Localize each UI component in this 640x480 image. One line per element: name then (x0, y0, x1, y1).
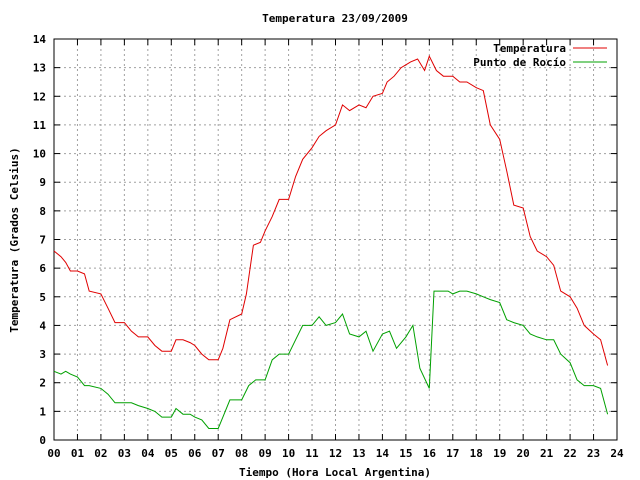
x-tick-label: 00 (47, 447, 60, 460)
y-tick-label: 4 (39, 319, 46, 332)
y-tick-label: 1 (39, 405, 46, 418)
y-tick-label: 8 (39, 205, 46, 218)
x-tick-label: 23 (587, 447, 600, 460)
series-lines (53, 54, 609, 429)
x-tick-label: 02 (94, 447, 107, 460)
x-tick-label: 05 (165, 447, 178, 460)
x-tick-label: 13 (352, 447, 365, 460)
y-axis-label: Temperatura (Grados Celsius) (8, 147, 21, 332)
x-tick-label: 20 (517, 447, 530, 460)
y-tick-label: 10 (33, 148, 46, 161)
y-tick-label: 12 (33, 90, 46, 103)
x-tick-label: 11 (305, 447, 319, 460)
y-tick-label: 6 (39, 262, 46, 275)
x-tick-label: 22 (563, 447, 576, 460)
legend-label: Temperatura (493, 42, 566, 55)
x-axis-ticks: 00 01 02 03 04 05 06 07 08 09 10 11 12 13 14 15 16 17 18 19… (47, 39, 624, 460)
y-tick-label: 7 (39, 234, 46, 247)
x-axis-label: Tiempo (Hora Local Argentina) (239, 466, 431, 479)
series-line-temperatura (53, 54, 609, 366)
chart-title: Temperatura 23/09/2009 (262, 12, 408, 25)
y-tick-label: 0 (39, 434, 46, 447)
x-tick-label: 06 (188, 447, 202, 460)
x-tick-label: 24 (610, 447, 624, 460)
y-tick-label: 2 (39, 377, 46, 390)
x-tick-label: 21 (540, 447, 554, 460)
grid-lines (54, 39, 617, 440)
x-tick-label: 19 (493, 447, 506, 460)
x-tick-label: 08 (235, 447, 248, 460)
x-tick-label: 12 (329, 447, 342, 460)
y-tick-label: 13 (33, 62, 46, 75)
x-tick-label: 17 (446, 447, 459, 460)
x-tick-label: 09 (259, 447, 272, 460)
y-tick-label: 14 (33, 33, 47, 46)
x-tick-label: 01 (71, 447, 85, 460)
y-tick-label: 9 (39, 176, 46, 189)
y-tick-label: 11 (33, 119, 47, 132)
y-tick-label: 3 (39, 348, 46, 361)
x-tick-label: 14 (376, 447, 390, 460)
x-tick-label: 15 (399, 447, 412, 460)
series-line-punto-de-rocio (53, 290, 609, 429)
x-tick-label: 03 (118, 447, 131, 460)
y-tick-label: 5 (39, 291, 46, 304)
x-tick-label: 16 (423, 447, 437, 460)
legend-label: Punto de Rocío (473, 56, 566, 69)
x-tick-label: 10 (282, 447, 295, 460)
x-tick-label: 04 (141, 447, 155, 460)
x-tick-label: 07 (212, 447, 225, 460)
x-tick-label: 18 (470, 447, 483, 460)
